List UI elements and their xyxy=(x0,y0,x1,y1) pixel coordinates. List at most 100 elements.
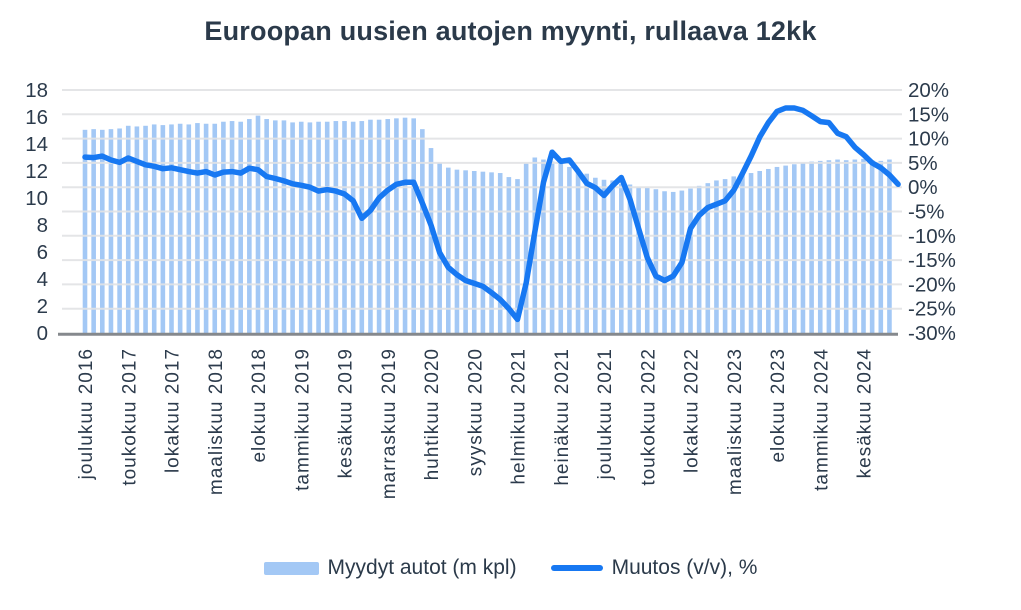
bar xyxy=(670,191,676,333)
bar xyxy=(273,120,278,334)
x-tick-label: heinäkuu 2021 xyxy=(552,348,573,486)
bar xyxy=(740,175,745,333)
bar xyxy=(601,179,607,333)
bar xyxy=(558,160,564,334)
y-left-tick-label: 10 xyxy=(25,187,48,210)
bar xyxy=(705,183,711,333)
bar xyxy=(887,159,892,333)
bar xyxy=(264,119,269,333)
bar xyxy=(203,123,209,333)
bar xyxy=(342,121,347,333)
bar xyxy=(497,173,503,333)
bar xyxy=(394,118,399,333)
x-tick-label: toukokuu 2022 xyxy=(638,348,659,486)
bar xyxy=(402,117,408,334)
legend: Myydyt autot (m kpl) Muutos (v/v), % xyxy=(0,556,1021,580)
bar xyxy=(411,118,416,333)
bar xyxy=(368,119,373,333)
bar xyxy=(255,115,261,334)
bar xyxy=(454,169,460,333)
y-left-tick-label: 18 xyxy=(25,79,48,102)
bar xyxy=(800,162,806,333)
y-left-tick-label: 12 xyxy=(25,160,48,183)
x-tick-label: elokuu 2023 xyxy=(768,348,789,463)
x-tick-label: lokakuu 2022 xyxy=(682,348,703,473)
bar xyxy=(238,121,243,333)
bar xyxy=(653,189,659,333)
bar xyxy=(506,177,512,333)
y-right-tick-label: -10% xyxy=(908,225,956,248)
x-tick-label: joulukuu 2021 xyxy=(595,348,616,480)
bar xyxy=(169,124,174,334)
bar xyxy=(359,121,365,333)
bar xyxy=(714,180,719,333)
bar xyxy=(584,173,589,333)
y-left-tick-label: 14 xyxy=(25,133,48,156)
bar xyxy=(298,121,304,333)
bar xyxy=(619,183,624,333)
bar xyxy=(376,119,382,333)
bar xyxy=(861,158,866,333)
bar xyxy=(515,179,520,333)
bar xyxy=(82,129,88,333)
y-left-tick-label: 2 xyxy=(37,295,48,318)
bar xyxy=(489,172,494,333)
bar xyxy=(117,128,122,333)
legend-label-line: Muutos (v/v), % xyxy=(611,556,758,579)
x-tick-label: helmikuu 2021 xyxy=(509,348,530,485)
bar xyxy=(766,168,771,333)
bar xyxy=(480,171,486,333)
bar xyxy=(610,180,615,333)
y-left-tick-label: 16 xyxy=(25,106,48,129)
bar xyxy=(523,163,529,333)
bar xyxy=(125,125,131,333)
bar xyxy=(195,123,200,333)
bar xyxy=(731,176,737,333)
bar xyxy=(792,164,797,333)
bar xyxy=(567,166,572,333)
bar xyxy=(757,171,762,333)
bar xyxy=(809,161,814,333)
bar xyxy=(541,159,546,333)
bar xyxy=(420,129,425,333)
bar-series-swatch xyxy=(263,561,319,575)
bar xyxy=(878,160,884,334)
y-right-tick-label: 10% xyxy=(908,128,949,151)
y-right-tick-label: -15% xyxy=(908,249,956,272)
x-tick-label: kesäkuu 2024 xyxy=(855,348,876,478)
y-right-tick-label: -25% xyxy=(908,298,956,321)
bar xyxy=(385,119,391,333)
x-tick-label: joulukuu 2016 xyxy=(76,348,97,480)
bar xyxy=(134,126,140,333)
bar xyxy=(151,124,157,334)
y-left-tick-label: 6 xyxy=(37,241,48,264)
bar xyxy=(307,122,313,334)
bar xyxy=(835,159,840,333)
bar xyxy=(177,123,183,333)
x-tick-label: maaliskuu 2023 xyxy=(725,348,746,495)
bar xyxy=(826,160,832,333)
bar xyxy=(471,171,477,333)
x-tick-label: huhtikuu 2020 xyxy=(422,348,443,480)
y-left-tick-label: 8 xyxy=(37,214,48,237)
bar xyxy=(212,123,218,333)
legend-item-line: Muutos (v/v), % xyxy=(550,556,758,580)
y-right-tick-label: 15% xyxy=(908,103,949,126)
bar xyxy=(428,148,434,333)
bar xyxy=(627,184,633,333)
bar xyxy=(324,121,330,333)
y-left-tick-label: 4 xyxy=(37,268,48,291)
y-right-tick-label: -20% xyxy=(908,273,956,296)
x-tick-label: kesäkuu 2019 xyxy=(336,348,357,478)
bar xyxy=(869,160,875,333)
bar xyxy=(852,159,858,333)
x-tick-label: lokakuu 2017 xyxy=(163,348,184,473)
bar xyxy=(290,122,295,334)
x-tick-label: tammikuu 2024 xyxy=(811,348,832,491)
x-tick-label: elokuu 2018 xyxy=(249,348,270,463)
x-tick-label: toukokuu 2017 xyxy=(119,348,140,486)
y-right-tick-label: 20% xyxy=(908,79,949,102)
bar xyxy=(593,177,598,333)
